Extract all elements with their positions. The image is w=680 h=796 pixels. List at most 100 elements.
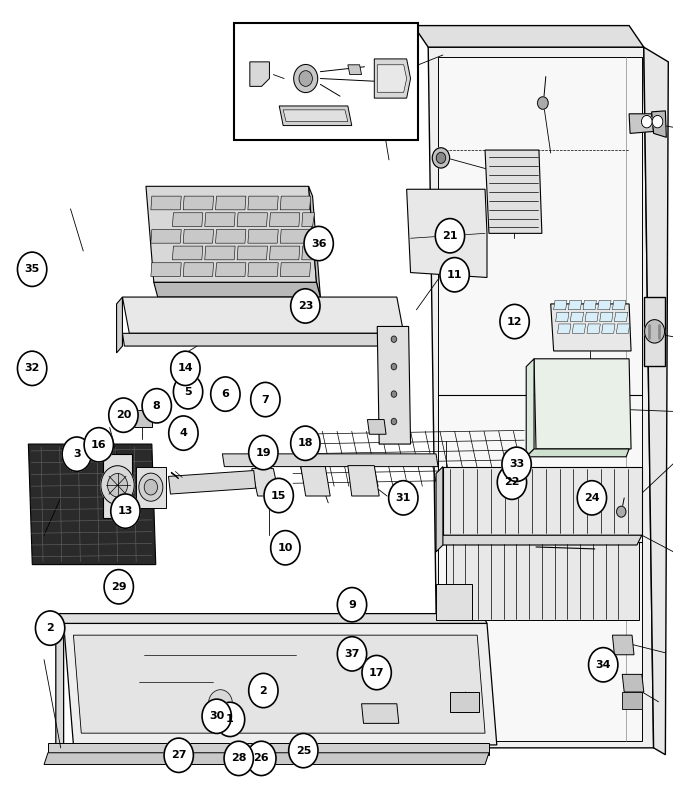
- Circle shape: [362, 655, 391, 690]
- Circle shape: [299, 71, 312, 86]
- Text: 21: 21: [442, 231, 458, 240]
- Polygon shape: [583, 300, 596, 310]
- Polygon shape: [216, 229, 246, 243]
- Polygon shape: [443, 466, 642, 535]
- Circle shape: [139, 473, 163, 501]
- Polygon shape: [377, 64, 407, 92]
- Polygon shape: [252, 469, 279, 496]
- Circle shape: [18, 351, 47, 385]
- Circle shape: [211, 377, 240, 412]
- Polygon shape: [651, 111, 666, 138]
- Polygon shape: [526, 359, 534, 457]
- Circle shape: [502, 447, 531, 482]
- Polygon shape: [377, 326, 411, 444]
- Polygon shape: [151, 229, 182, 243]
- Circle shape: [264, 478, 293, 513]
- Polygon shape: [205, 213, 235, 227]
- Circle shape: [290, 426, 320, 460]
- Polygon shape: [616, 324, 630, 334]
- Circle shape: [84, 427, 114, 462]
- Polygon shape: [269, 246, 300, 259]
- Text: 1: 1: [226, 714, 234, 724]
- Polygon shape: [250, 62, 269, 86]
- Polygon shape: [556, 312, 569, 322]
- Text: 35: 35: [24, 264, 39, 275]
- Polygon shape: [248, 229, 278, 243]
- Bar: [644, 297, 665, 365]
- Polygon shape: [248, 263, 278, 276]
- Polygon shape: [103, 454, 132, 517]
- Text: 19: 19: [256, 447, 271, 458]
- Polygon shape: [237, 213, 267, 227]
- Polygon shape: [183, 229, 214, 243]
- Circle shape: [142, 388, 171, 423]
- Text: 12: 12: [507, 317, 522, 326]
- Text: 26: 26: [254, 753, 269, 763]
- Polygon shape: [237, 246, 267, 259]
- Circle shape: [144, 479, 158, 495]
- Text: 37: 37: [344, 649, 360, 659]
- Text: 25: 25: [296, 746, 311, 755]
- Polygon shape: [48, 743, 489, 755]
- Text: 5: 5: [184, 387, 192, 396]
- Polygon shape: [154, 283, 320, 297]
- Text: 23: 23: [298, 301, 313, 311]
- Polygon shape: [136, 466, 165, 508]
- Polygon shape: [438, 535, 642, 545]
- Text: 2: 2: [46, 623, 54, 633]
- Circle shape: [617, 506, 626, 517]
- Circle shape: [391, 336, 396, 342]
- Polygon shape: [558, 324, 571, 334]
- Circle shape: [391, 364, 396, 370]
- Polygon shape: [485, 150, 542, 233]
- Polygon shape: [374, 59, 411, 98]
- Circle shape: [589, 648, 618, 682]
- Polygon shape: [587, 324, 600, 334]
- Polygon shape: [573, 324, 585, 334]
- Circle shape: [247, 741, 276, 775]
- Circle shape: [107, 474, 128, 497]
- Text: 17: 17: [369, 668, 384, 677]
- Polygon shape: [58, 614, 487, 623]
- Circle shape: [202, 699, 231, 733]
- Text: 7: 7: [262, 395, 269, 404]
- Polygon shape: [367, 419, 386, 435]
- Text: 3: 3: [73, 449, 81, 459]
- Circle shape: [497, 465, 526, 499]
- Text: 32: 32: [24, 363, 40, 373]
- Polygon shape: [146, 186, 316, 283]
- Circle shape: [171, 351, 200, 385]
- Polygon shape: [602, 324, 615, 334]
- Circle shape: [290, 289, 320, 323]
- Circle shape: [169, 416, 198, 451]
- Polygon shape: [526, 449, 629, 457]
- Text: 24: 24: [584, 493, 600, 503]
- Polygon shape: [205, 246, 235, 259]
- Polygon shape: [449, 692, 479, 712]
- Text: 36: 36: [311, 239, 326, 248]
- Polygon shape: [413, 25, 644, 47]
- Polygon shape: [302, 213, 315, 227]
- Polygon shape: [622, 674, 644, 692]
- Polygon shape: [428, 47, 653, 748]
- Circle shape: [289, 733, 318, 768]
- Polygon shape: [551, 304, 631, 351]
- Text: 8: 8: [153, 401, 160, 411]
- Circle shape: [389, 481, 418, 515]
- Text: 4: 4: [180, 428, 187, 438]
- Text: 31: 31: [396, 493, 411, 503]
- Text: 11: 11: [447, 270, 462, 279]
- Circle shape: [500, 304, 529, 339]
- Polygon shape: [309, 186, 320, 297]
- Polygon shape: [44, 753, 489, 764]
- Polygon shape: [280, 263, 311, 276]
- Polygon shape: [64, 623, 497, 745]
- Polygon shape: [302, 246, 315, 259]
- Circle shape: [294, 64, 318, 92]
- Polygon shape: [151, 263, 182, 276]
- Polygon shape: [29, 444, 156, 564]
- Text: 10: 10: [277, 543, 293, 552]
- Text: 15: 15: [271, 490, 286, 501]
- Polygon shape: [280, 229, 311, 243]
- Text: 2: 2: [260, 685, 267, 696]
